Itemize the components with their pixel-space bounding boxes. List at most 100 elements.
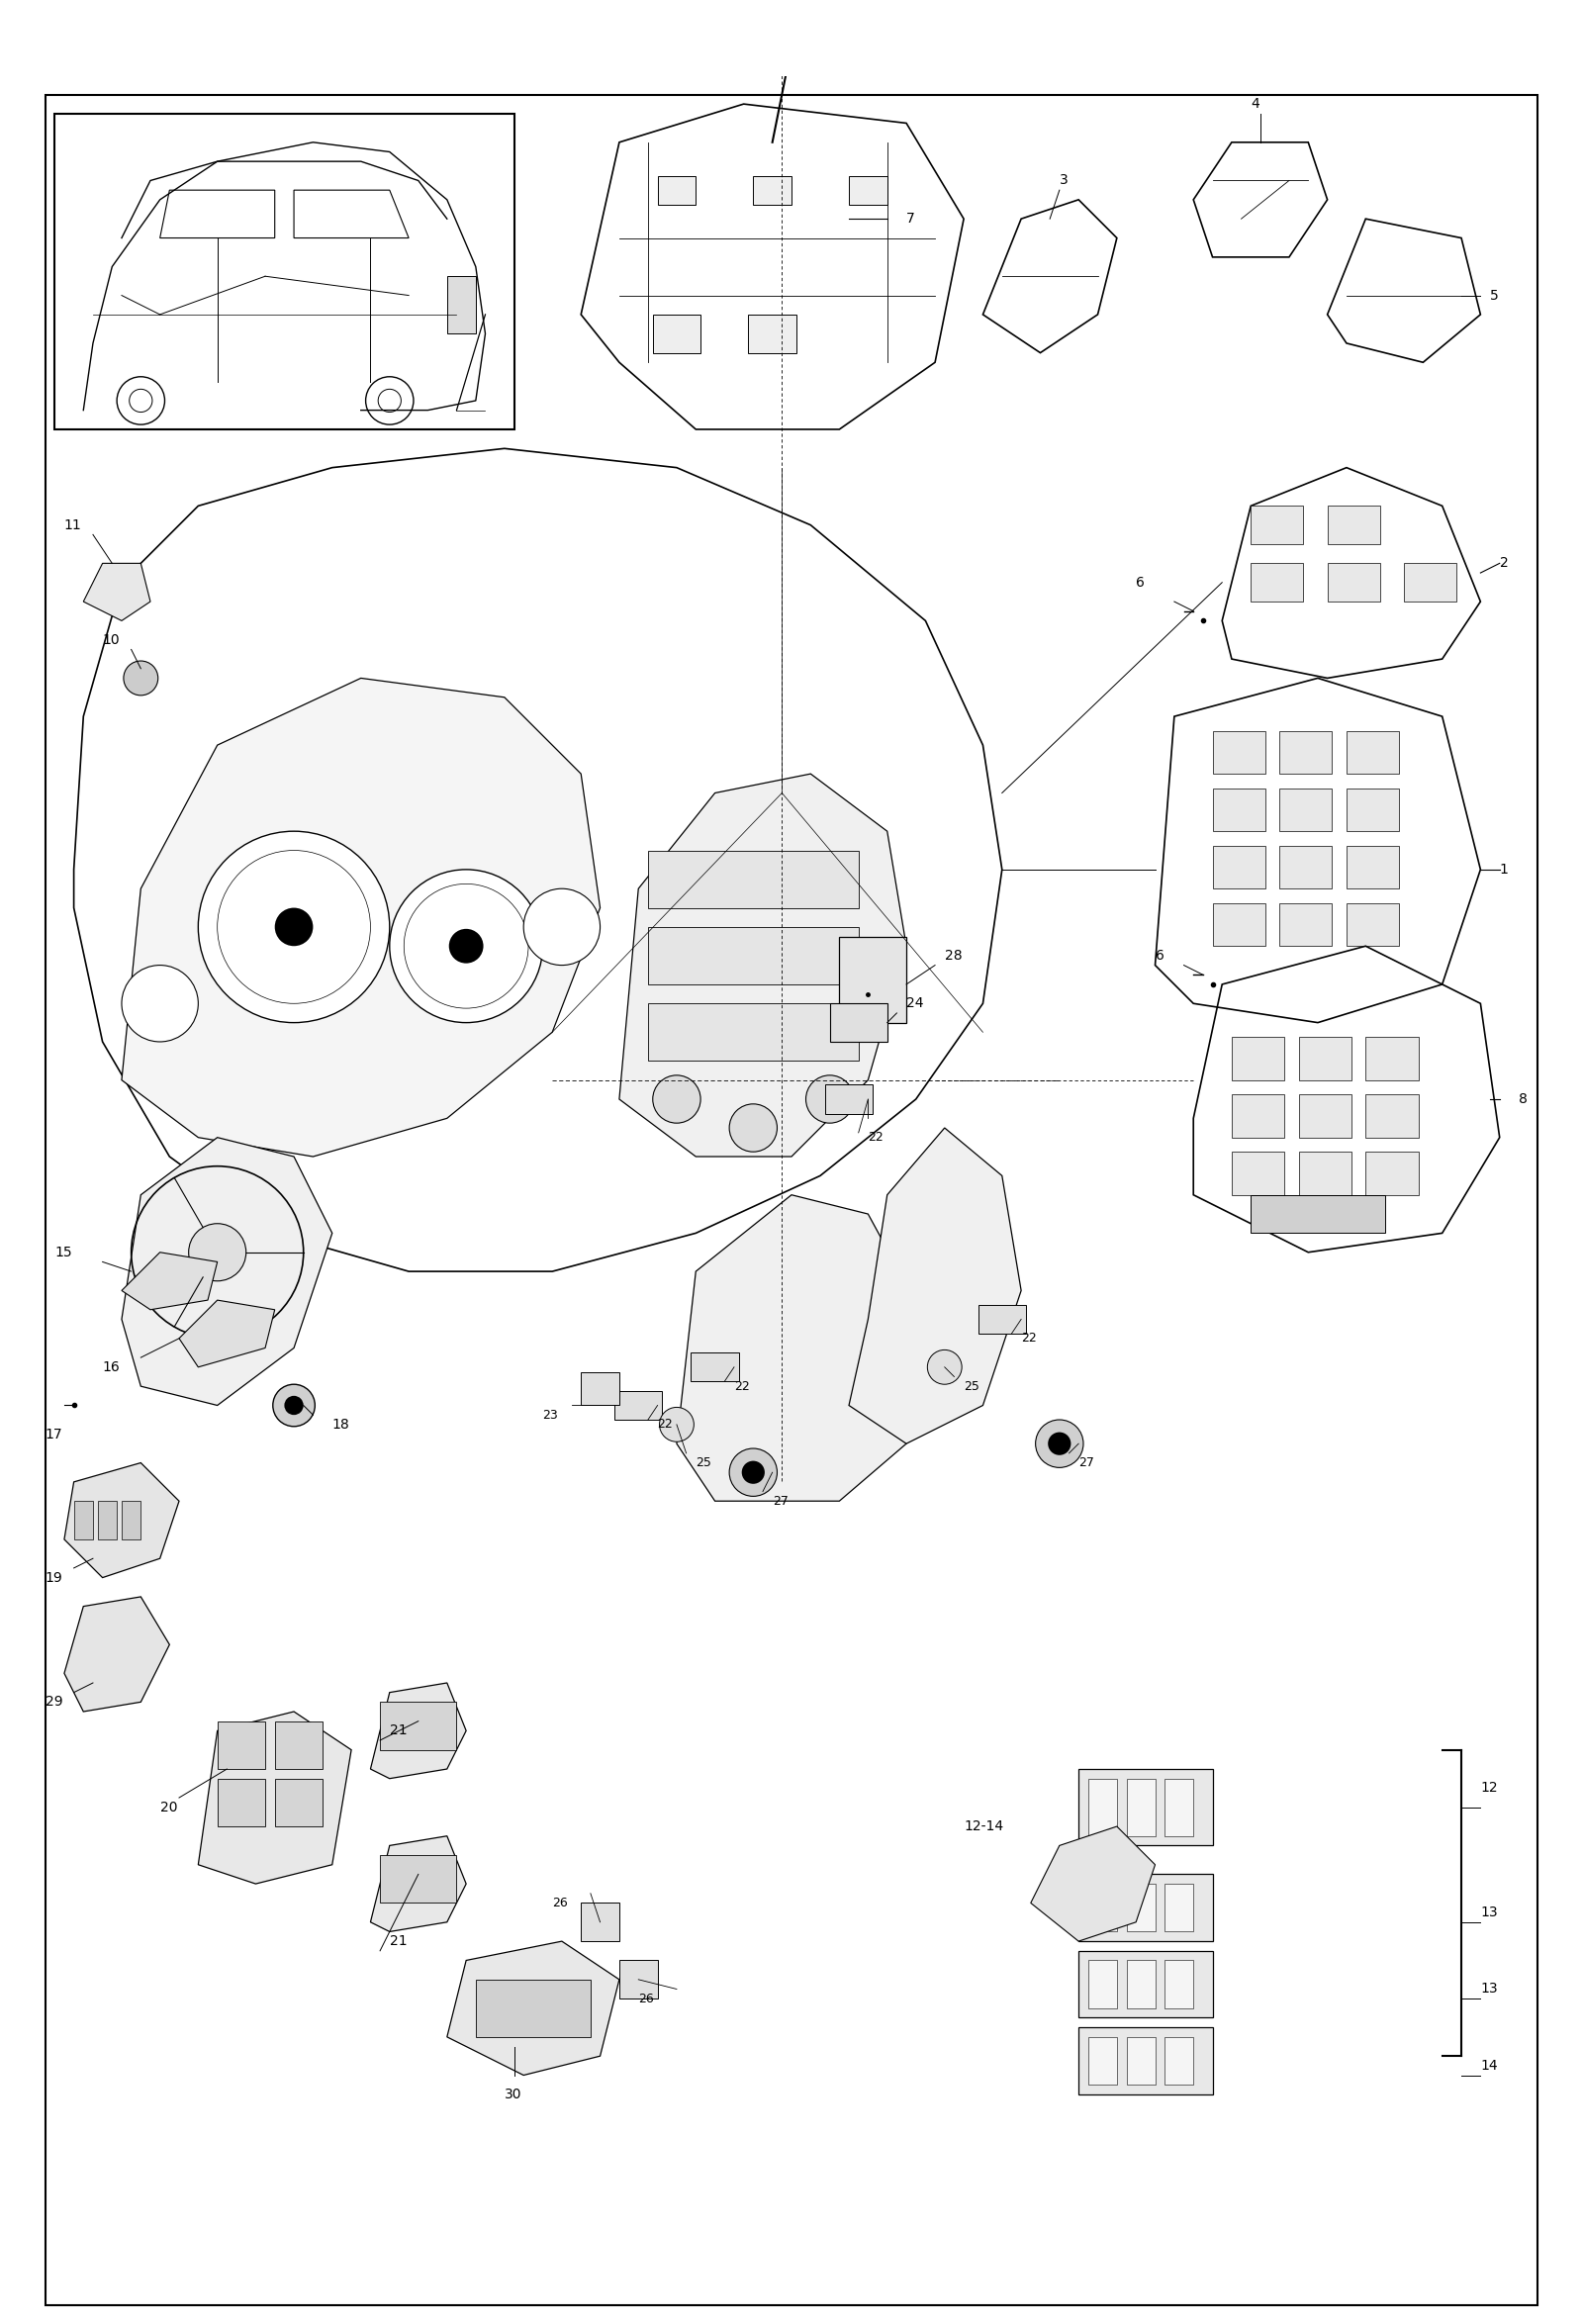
Text: 22: 22 [1021, 1332, 1037, 1346]
Bar [1127, 1885, 1156, 1931]
Bar [581, 1903, 619, 1941]
Bar [1165, 2036, 1194, 2085]
Bar [1232, 1095, 1284, 1136]
Text: 16: 16 [103, 1360, 120, 1373]
Polygon shape [122, 679, 600, 1157]
Bar [1127, 1961, 1156, 2008]
Bar [1347, 788, 1399, 832]
Text: 29: 29 [44, 1694, 63, 1708]
Bar [652, 314, 701, 353]
Bar [1213, 730, 1265, 774]
Circle shape [660, 1408, 693, 1441]
Text: 6: 6 [1156, 948, 1164, 962]
Text: 2: 2 [1499, 555, 1509, 569]
Text: 20: 20 [160, 1801, 177, 1815]
Bar [1165, 1885, 1194, 1931]
Bar [1404, 562, 1456, 602]
Bar [1078, 1769, 1213, 1845]
Text: 27: 27 [773, 1494, 788, 1508]
Polygon shape [65, 1462, 179, 1578]
Bar [825, 1085, 872, 1113]
Text: 21: 21 [389, 1724, 407, 1738]
Polygon shape [848, 1127, 1021, 1443]
Circle shape [652, 1076, 701, 1122]
Text: 24: 24 [907, 997, 923, 1011]
Circle shape [272, 1385, 315, 1427]
Bar [1088, 1885, 1118, 1931]
Bar [978, 1304, 1026, 1334]
Text: 6: 6 [1137, 576, 1145, 590]
Bar [275, 1778, 323, 1827]
Polygon shape [84, 562, 150, 621]
Circle shape [730, 1448, 777, 1497]
Bar [1165, 1961, 1194, 2008]
Bar [1165, 1778, 1194, 1836]
Polygon shape [1031, 1827, 1156, 1941]
Polygon shape [619, 774, 907, 1157]
Bar [1078, 2027, 1213, 2094]
Bar [1279, 904, 1333, 946]
Bar [1232, 1153, 1284, 1195]
Bar [380, 1855, 456, 1903]
Text: 25: 25 [964, 1380, 980, 1392]
Circle shape [806, 1076, 853, 1122]
Bar [446, 277, 476, 335]
Bar [1347, 904, 1399, 946]
Text: 22: 22 [735, 1380, 750, 1392]
Text: 22: 22 [657, 1418, 673, 1432]
Text: 1: 1 [1499, 862, 1509, 876]
Bar [848, 177, 886, 205]
Text: 21: 21 [389, 1934, 407, 1948]
Bar [1279, 846, 1333, 888]
Bar [1366, 1037, 1418, 1081]
Bar [1127, 1778, 1156, 1836]
Text: 11: 11 [65, 518, 82, 532]
Bar [1127, 2036, 1156, 2085]
Text: 23: 23 [543, 1408, 559, 1422]
Bar [1088, 2036, 1118, 2085]
Text: 17: 17 [44, 1427, 63, 1441]
Polygon shape [446, 1941, 619, 2075]
Circle shape [450, 930, 483, 962]
Text: 13: 13 [1480, 1982, 1498, 1996]
Bar [1078, 1873, 1213, 1941]
Bar [1251, 562, 1303, 602]
Bar [1213, 846, 1265, 888]
Bar [614, 1392, 662, 1420]
Text: 18: 18 [332, 1418, 350, 1432]
Bar [217, 1722, 266, 1769]
Bar [1347, 846, 1399, 888]
Text: 26: 26 [552, 1896, 568, 1910]
Text: 15: 15 [55, 1246, 73, 1260]
Bar [647, 927, 858, 985]
Bar [1298, 1037, 1352, 1081]
Bar [1366, 1153, 1418, 1195]
Text: 4: 4 [1251, 98, 1260, 112]
Circle shape [1035, 1420, 1083, 1466]
Text: 28: 28 [945, 948, 962, 962]
Circle shape [122, 964, 198, 1041]
Bar [1232, 1037, 1284, 1081]
Bar [839, 937, 907, 1023]
Bar [1347, 730, 1399, 774]
Circle shape [285, 1397, 304, 1415]
Bar [98, 1501, 117, 1538]
Bar [754, 177, 792, 205]
Bar [1078, 1950, 1213, 2017]
Bar [1088, 1961, 1118, 2008]
Bar [1328, 562, 1380, 602]
Bar [275, 1722, 323, 1769]
Bar [619, 1961, 657, 1999]
Polygon shape [65, 1597, 169, 1710]
Bar [1251, 507, 1303, 544]
Bar [749, 314, 796, 353]
Text: 27: 27 [1078, 1457, 1094, 1469]
Bar [1298, 1153, 1352, 1195]
Bar [122, 1501, 141, 1538]
Text: 22: 22 [867, 1132, 883, 1143]
Text: 7: 7 [907, 211, 915, 225]
Bar [476, 1980, 590, 2036]
Bar [217, 1778, 266, 1827]
Text: 19: 19 [44, 1571, 63, 1585]
Polygon shape [122, 1136, 332, 1406]
